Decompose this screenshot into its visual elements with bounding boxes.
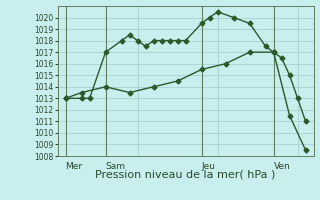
Text: Mer: Mer [66, 162, 83, 171]
Text: Jeu: Jeu [202, 162, 216, 171]
Text: Sam: Sam [106, 162, 125, 171]
Text: Ven: Ven [274, 162, 290, 171]
X-axis label: Pression niveau de la mer( hPa ): Pression niveau de la mer( hPa ) [95, 170, 276, 180]
